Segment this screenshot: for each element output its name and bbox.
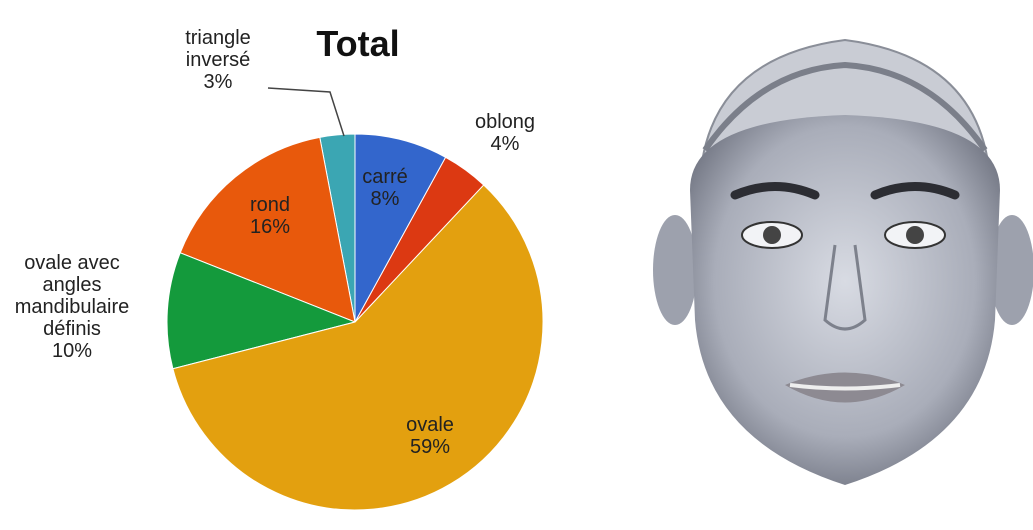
slice-name: ovale avec angles mandibulaire définis — [14, 252, 130, 340]
chart — [166, 87, 544, 511]
slice-label: rond 16% — [230, 194, 310, 238]
slice-name: rond — [249, 194, 291, 216]
slice-value: 8% — [370, 188, 400, 210]
pie-slice — [172, 184, 544, 511]
slice-value: 3% — [203, 71, 233, 93]
slice-label: ovale 59% — [390, 414, 470, 458]
chart-title: Total — [316, 23, 400, 64]
slice-value: 10% — [51, 340, 93, 362]
leader-line — [267, 87, 345, 137]
slice-value: 16% — [249, 216, 291, 238]
pie-slice — [179, 136, 356, 323]
pie-slice — [166, 252, 357, 370]
slice-name: oblong — [474, 111, 536, 133]
slice-value: 4% — [490, 133, 520, 155]
slice-name: ovale — [406, 414, 454, 436]
slice-label: carré 8% — [345, 166, 425, 210]
slice-label: triangle inversé 3% — [171, 27, 266, 93]
pie-slice — [354, 133, 447, 323]
slice-name: triangle inversé — [185, 27, 251, 71]
slice-label: oblong 4% — [460, 111, 550, 155]
slice-value: 59% — [409, 436, 451, 458]
slice-name: carré — [362, 166, 408, 188]
slice-label: ovale avec angles mandibulaire définis 10… — [2, 252, 142, 362]
